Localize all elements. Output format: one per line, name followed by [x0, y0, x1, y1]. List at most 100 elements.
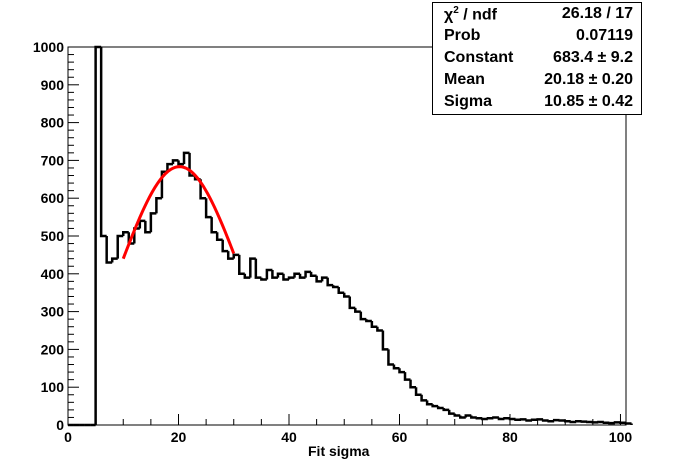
- histogram-bin: [348, 296, 356, 310]
- histogram-bin: [254, 258, 262, 279]
- histogram-bin: [155, 196, 162, 214]
- histogram-bin: [409, 379, 417, 389]
- histogram-bin: [514, 418, 522, 421]
- histogram-bin: [149, 212, 157, 233]
- histogram-bin: [459, 415, 466, 419]
- histogram-bin: [420, 394, 428, 402]
- histogram-bin: [199, 179, 207, 200]
- histogram-bin: [359, 311, 367, 321]
- histogram-bin: [503, 416, 510, 420]
- y-tick-label: 800: [41, 115, 65, 131]
- histogram-bin: [188, 152, 196, 177]
- histogram-bin: [265, 268, 273, 280]
- histogram-bin: [282, 273, 289, 281]
- histogram-bin: [464, 414, 472, 418]
- histogram-bin: [381, 330, 389, 351]
- histogram-bin: [121, 230, 129, 236]
- stats-label-prob: Prob: [444, 27, 481, 44]
- stats-value-chi2: 26.18 / 17: [561, 5, 633, 22]
- histogram-bin: [470, 415, 477, 419]
- stats-value-sigma: 10.85 ± 0.42: [544, 93, 633, 110]
- histogram-bin: [497, 417, 505, 421]
- y-tick-label: 500: [41, 228, 65, 244]
- histogram-bin: [326, 277, 334, 287]
- chi-superscript: 2: [453, 5, 459, 16]
- histogram-bin: [376, 326, 383, 332]
- histogram-bin: [116, 234, 124, 259]
- y-tick-label: 400: [41, 266, 65, 282]
- stats-label-sigma: Sigma: [444, 93, 493, 110]
- x-tick-label: 80: [502, 429, 518, 445]
- stats-row-constant: Constant 683.4 ± 9.2: [433, 47, 641, 69]
- histogram-bin: [182, 151, 190, 165]
- y-tick-label: 900: [41, 77, 65, 93]
- stats-value-prob: 0.07119: [576, 27, 633, 44]
- histogram-bin: [370, 321, 378, 328]
- histogram-bin: [431, 404, 439, 408]
- histogram-bin: [447, 409, 455, 415]
- histogram-bin: [210, 217, 218, 234]
- stats-row-sigma: Sigma 10.85 ± 0.42: [433, 91, 641, 113]
- chi-symbol: χ: [444, 6, 454, 24]
- histogram-bin: [331, 285, 339, 289]
- stats-label-chi2: χ2 / ndf: [444, 5, 497, 24]
- histogram-bin: [315, 275, 323, 283]
- histogram-bin: [144, 220, 151, 234]
- histogram-bin: [293, 272, 301, 278]
- histogram-bin: [530, 418, 538, 421]
- histogram-bin: [221, 239, 229, 253]
- histogram-bin: [320, 276, 328, 282]
- y-tick-label: 0: [56, 417, 64, 433]
- histogram-bin: [403, 372, 411, 381]
- x-tick-label: 40: [281, 429, 297, 445]
- histogram-bin: [414, 387, 422, 397]
- histogram-bin: [309, 271, 317, 277]
- fit-stats-box: χ2 / ndf 26.18 / 17 Prob 0.07119 Constan…: [432, 2, 642, 115]
- y-tick-label: 600: [41, 190, 65, 206]
- x-axis-title: Fit sigma: [308, 443, 370, 459]
- histogram-bin: [171, 159, 179, 165]
- histogram-bin: [508, 417, 516, 421]
- histogram-bin: [204, 198, 212, 219]
- stats-row-prob: Prob 0.07119: [433, 25, 641, 47]
- histogram-bin: [481, 417, 488, 421]
- histogram-bin: [271, 270, 278, 279]
- histogram-bin: [177, 160, 185, 166]
- histogram-bin: [541, 419, 549, 422]
- stats-value-constant: 683.4 ± 9.2: [553, 49, 633, 66]
- histogram-bin: [569, 420, 577, 424]
- stats-row-mean: Mean 20.18 ± 0.20: [433, 69, 641, 91]
- histogram-bin: [304, 270, 312, 278]
- y-tick-label: 200: [41, 341, 65, 357]
- histogram-bin: [249, 257, 256, 278]
- y-tick-label: 100: [41, 379, 65, 395]
- histogram-bin: [298, 273, 306, 279]
- stats-row-chi2: χ2 / ndf 26.18 / 17: [433, 3, 641, 25]
- histogram-bin: [99, 47, 107, 238]
- histogram-bin: [398, 368, 406, 374]
- histogram-bin: [602, 421, 610, 424]
- histogram-bin: [105, 236, 113, 264]
- histogram-bin: [94, 45, 102, 425]
- stats-label-constant: Constant: [444, 49, 514, 66]
- x-tick-label: 100: [609, 429, 633, 445]
- histogram-bin: [276, 272, 284, 278]
- histogram-bin: [243, 273, 251, 279]
- histogram-bin: [238, 254, 245, 276]
- histogram-bin: [365, 319, 372, 323]
- y-tick-label: 700: [41, 152, 65, 168]
- x-tick-label: 60: [392, 429, 408, 445]
- histogram-bin: [337, 287, 345, 294]
- histogram-bin: [260, 277, 267, 281]
- histogram-bin: [492, 416, 499, 419]
- histogram-bin: [287, 276, 295, 280]
- histogram-bin: [342, 292, 350, 298]
- histogram-bin: [486, 416, 494, 420]
- histogram-bin: [392, 364, 400, 370]
- histogram-bin: [442, 407, 450, 412]
- histogram-bin: [354, 307, 361, 313]
- histogram-bin: [425, 400, 433, 406]
- histogram-bin: [624, 422, 632, 425]
- histogram-bin: [552, 418, 560, 422]
- stats-label-mean: Mean: [444, 71, 485, 88]
